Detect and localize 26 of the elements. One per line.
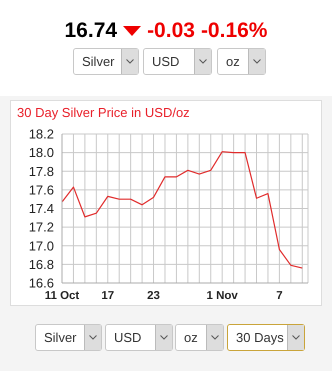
y-tick-label: 18.2 [28, 126, 54, 142]
x-tick-label: 23 [147, 290, 160, 302]
y-tick-label: 16.8 [28, 256, 54, 272]
text: USD [113, 329, 142, 347]
text: -0.03 [147, 19, 195, 43]
x-tick-label: 11 Oct [44, 290, 80, 302]
y-tick-label: 18.0 [28, 145, 54, 160]
text: -0.16% [200, 19, 268, 43]
text: 30 Days [235, 329, 285, 347]
y-tick-label: 17.0 [28, 238, 54, 254]
y-tick-label: 17.6 [28, 182, 54, 198]
text: Silver [43, 329, 78, 347]
line-series [62, 151, 303, 269]
x-tick-label: 1 Nov [206, 290, 238, 302]
x-tick-label: 7 [276, 290, 283, 302]
text: 16.74 [64, 19, 118, 43]
y-tick-label: 17.4 [28, 201, 54, 216]
text: oz [225, 53, 241, 71]
y-tick-label: 17.8 [28, 164, 54, 179]
y-tick-label: 16.6 [28, 276, 54, 291]
text: USD [151, 53, 180, 71]
text: oz [183, 329, 199, 347]
text: Silver [81, 53, 116, 71]
chart-title: 30 Day Silver Price in USD/oz [17, 105, 190, 120]
y-tick-label: 17.2 [28, 220, 54, 235]
x-tick-label: 17 [101, 290, 114, 302]
